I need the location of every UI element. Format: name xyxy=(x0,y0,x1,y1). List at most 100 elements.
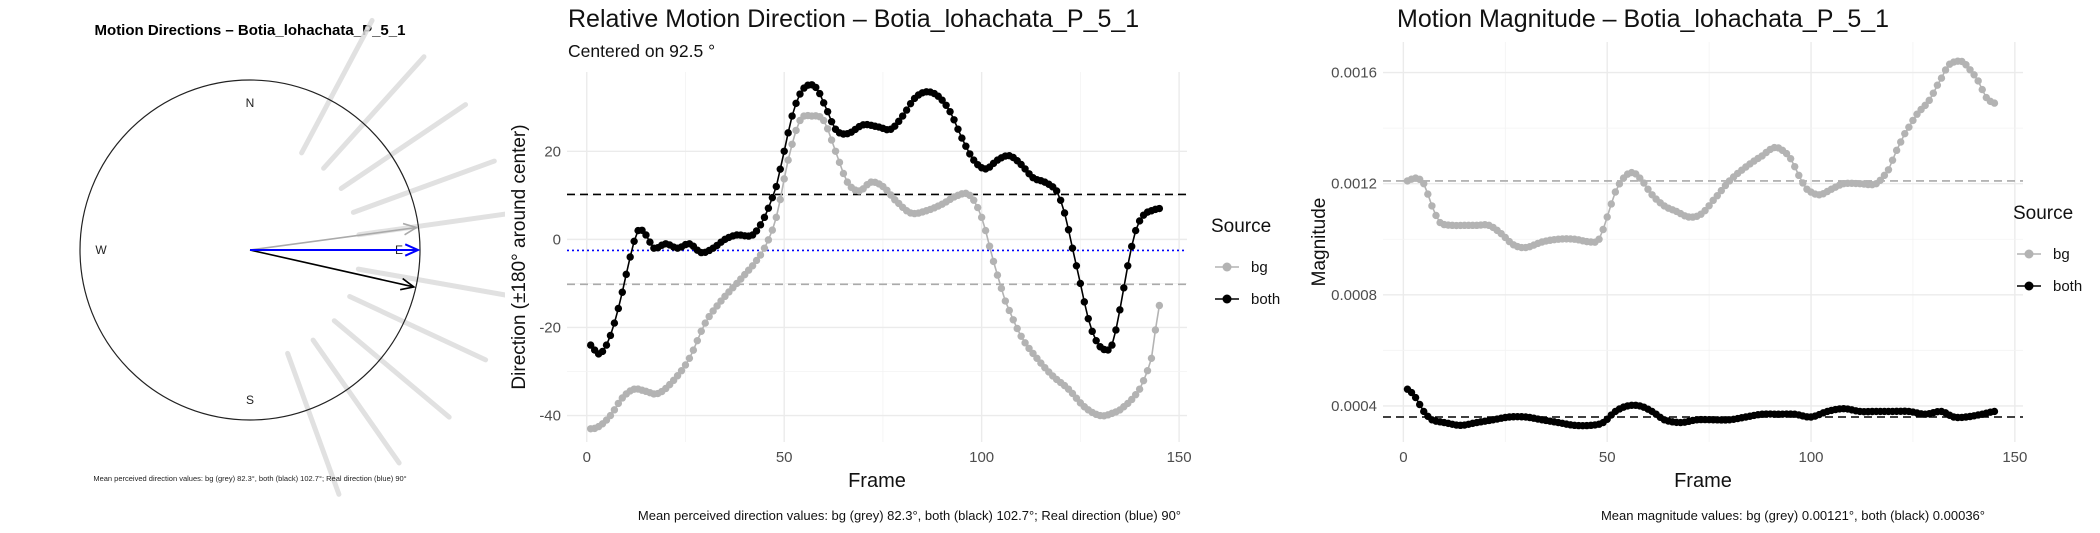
data-point-both xyxy=(772,182,780,191)
compass-panel: Motion Directions – Botia_lohachata_P_5_… xyxy=(79,17,505,497)
y-axis-label: Magnitude xyxy=(1309,198,1330,287)
data-point-bg xyxy=(768,226,777,234)
data-point-bg xyxy=(974,203,982,212)
data-point-bg xyxy=(1151,326,1160,334)
data-point-both xyxy=(823,107,832,116)
magnitude-panel: Motion Magnitude – Botia_lohachata_P_5_1… xyxy=(1309,5,2082,523)
data-point-bg xyxy=(1603,213,1611,221)
compass-rays xyxy=(285,17,505,497)
panel-title: Motion Magnitude – Botia_lohachata_P_5_1 xyxy=(1397,5,1889,33)
data-point-both xyxy=(1411,393,1420,402)
compass-arrowhead-real xyxy=(404,243,421,257)
legend-key-dot-both xyxy=(1222,294,1232,304)
compass-arrows xyxy=(249,222,421,291)
compass-arrowhead-bg xyxy=(402,222,419,236)
data-point-bg xyxy=(1705,202,1713,210)
data-point-bg xyxy=(685,354,694,363)
data-point-bg xyxy=(1424,190,1432,198)
data-point-bg xyxy=(1001,297,1010,305)
data-point-bg xyxy=(1432,211,1440,220)
legend: Source bg both xyxy=(2013,203,2082,295)
data-point-both xyxy=(962,142,970,150)
data-point-bg xyxy=(1009,316,1017,324)
legend-label-both: both xyxy=(1251,291,1280,308)
x-tick-label: 150 xyxy=(2002,449,2027,466)
data-point-bg xyxy=(1139,376,1148,385)
data-point-both xyxy=(1120,284,1128,292)
data-point-both xyxy=(1135,217,1144,225)
data-point-both xyxy=(788,112,796,120)
data-point-bg xyxy=(1644,185,1652,193)
data-point-both xyxy=(618,288,626,296)
data-point-both xyxy=(586,341,595,349)
data-point-both xyxy=(938,96,946,104)
data-point-both xyxy=(827,117,836,126)
data-point-bg xyxy=(1799,179,1807,187)
compass-caption: Mean perceived direction values: bg (gre… xyxy=(93,474,406,483)
data-point-bg xyxy=(997,284,1006,293)
data-point-bg xyxy=(1155,301,1164,310)
y-tick-label: -40 xyxy=(539,408,561,425)
x-tick-label: 50 xyxy=(1599,449,1616,466)
x-tick-label: 100 xyxy=(1799,449,1824,466)
data-point-bg xyxy=(689,346,698,354)
data-point-both xyxy=(950,116,958,124)
legend-title: Source xyxy=(1211,216,1271,237)
data-point-bg xyxy=(843,178,852,186)
data-point-both xyxy=(1052,187,1061,195)
data-point-both xyxy=(1116,306,1124,314)
data-point-both xyxy=(796,90,804,98)
data-point-bg xyxy=(1640,179,1648,187)
data-point-bg xyxy=(827,136,836,144)
data-point-bg xyxy=(1713,192,1721,200)
compass-ray-0 xyxy=(299,17,375,156)
data-point-both xyxy=(626,253,634,261)
data-point-both xyxy=(776,165,784,173)
data-point-both xyxy=(784,129,792,137)
data-point-both xyxy=(1084,314,1092,323)
data-point-both xyxy=(1990,407,1999,416)
data-point-bg xyxy=(752,256,761,265)
data-point-bg xyxy=(764,236,773,244)
data-point-bg xyxy=(1888,156,1897,164)
panel-caption: Mean magnitude values: bg (grey) 0.00121… xyxy=(1601,508,1985,523)
data-point-bg xyxy=(1420,179,1428,188)
data-point-bg xyxy=(1786,154,1795,163)
data-point-both xyxy=(942,101,950,109)
data-point-both xyxy=(1124,262,1132,270)
data-point-bg xyxy=(1897,138,1905,146)
data-point-both xyxy=(906,99,915,108)
data-point-bg xyxy=(1892,146,1901,155)
data-point-both xyxy=(1104,346,1112,354)
data-point-bg xyxy=(985,242,994,250)
data-point-both xyxy=(614,304,623,313)
y-tick-label: 20 xyxy=(544,143,561,160)
panel-title: Relative Motion Direction – Botia_lohach… xyxy=(568,5,1139,33)
x-tick-label: 50 xyxy=(776,449,793,466)
data-point-both xyxy=(819,99,828,107)
data-point-both xyxy=(1088,327,1096,336)
data-point-bg xyxy=(681,361,690,369)
data-point-both xyxy=(1415,400,1424,409)
x-axis-label: Frame xyxy=(848,470,906,492)
data-point-bg xyxy=(693,336,702,345)
data-point-bg xyxy=(989,257,998,266)
legend-key-dot-bg xyxy=(1222,262,1232,272)
data-point-bg xyxy=(709,307,717,315)
data-point-bg xyxy=(1876,176,1885,184)
data-point-both xyxy=(895,117,903,126)
data-point-bg xyxy=(1970,71,1978,79)
data-point-bg xyxy=(977,213,986,222)
data-point-bg xyxy=(981,226,990,235)
grid xyxy=(567,72,1187,442)
data-point-bg xyxy=(1905,123,1913,131)
data-point-both xyxy=(764,204,773,212)
legend-label-bg: bg xyxy=(2053,246,2070,263)
data-point-bg xyxy=(1428,202,1436,210)
x-tick-label: 0 xyxy=(583,449,591,466)
data-point-both xyxy=(1021,165,1029,173)
grid xyxy=(1383,42,2023,442)
data-point-both xyxy=(1131,226,1140,235)
data-point-bg xyxy=(1615,180,1624,188)
data-point-bg xyxy=(1013,324,1021,333)
